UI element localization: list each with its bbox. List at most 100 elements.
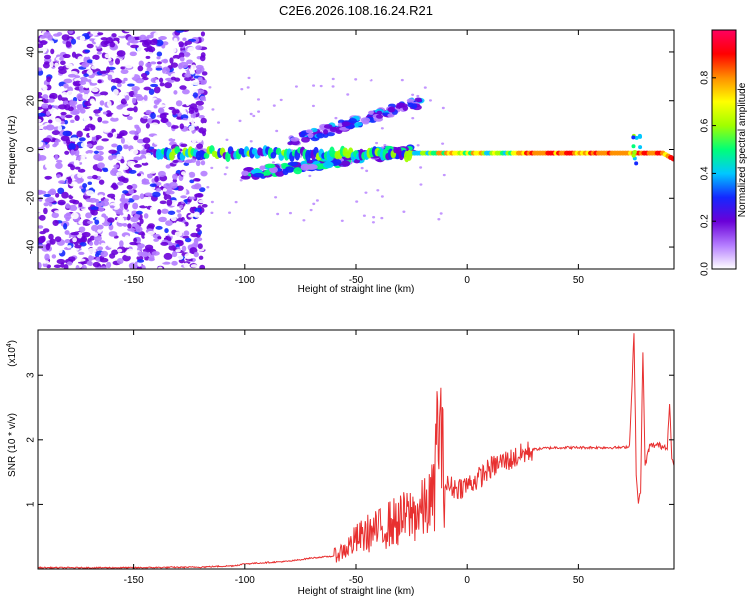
- spectrogram-cell: [189, 69, 196, 75]
- spectrogram-cell: [183, 230, 190, 236]
- spectrogram-cell: [125, 47, 131, 52]
- spectrogram-cell: [100, 266, 107, 269]
- spectrogram-cell: [88, 241, 94, 246]
- spectrogram-cell: [631, 153, 636, 158]
- snr-y-ticks: 1 2 3: [26, 372, 674, 507]
- spectrogram-cell: [109, 175, 116, 180]
- spectrogram-cell: [225, 166, 229, 169]
- spectrogram-cell: [358, 108, 362, 111]
- spectrogram-cell: [99, 141, 106, 146]
- spectrogram-cell: [193, 251, 199, 258]
- spectrogram-cell: [137, 65, 144, 72]
- y-tick-label: 3: [26, 372, 37, 378]
- spectrogram-cell: [115, 58, 121, 65]
- spectrogram-cell: [352, 196, 356, 200]
- spectrogram-cell: [38, 189, 43, 195]
- spectrogram-cell: [240, 175, 251, 180]
- colorbar-label: Normalized spectral amplitude: [737, 82, 748, 217]
- spectrogram-cell: [174, 43, 179, 48]
- spectrogram-cell: [130, 216, 139, 223]
- spectrogram-cell: [172, 222, 178, 229]
- spectrogram-cell: [107, 93, 115, 101]
- spectrogram-cell: [300, 163, 310, 171]
- spectrogram-cell: [243, 216, 247, 219]
- spectrogram-cell: [123, 203, 129, 210]
- spectrogram-cell: [38, 92, 43, 97]
- spectrogram-cell: [149, 183, 157, 188]
- spectrogram-cell: [86, 143, 93, 148]
- spectrogram-cell: [232, 98, 236, 101]
- spectrogram-cell: [367, 78, 371, 81]
- spectrogram-cell: [91, 224, 99, 232]
- spectrogram-cell: [129, 148, 139, 156]
- spectrogram-cell: [162, 58, 169, 64]
- spectrogram-cell: [193, 132, 199, 139]
- spectrogram-cell: [51, 244, 61, 250]
- spectrogram-panel: -150 -100 -50 0 50 -40 -20 0 20 40 Height of str…: [7, 29, 675, 295]
- spectrogram-cell: [131, 97, 137, 104]
- spectrogram-cell: [147, 46, 156, 53]
- spectrogram-cell: [38, 155, 47, 161]
- x-tick-label: 0: [464, 575, 470, 586]
- spectrogram-cell: [187, 202, 191, 205]
- spectrogram-cell: [181, 201, 185, 204]
- spectrogram-cell: [163, 213, 168, 218]
- spectrogram-cell: [70, 149, 75, 156]
- spectrogram-cell: [47, 104, 53, 110]
- spectrogram-cell: [186, 59, 193, 65]
- spectrogram-cell: [153, 260, 161, 265]
- spectrogram-cell: [293, 167, 303, 175]
- spectrogram-cell: [102, 168, 109, 173]
- snr-multiplier-base: (x10: [7, 347, 18, 367]
- spectrogram-cell: [82, 94, 91, 100]
- spectrogram-cell: [194, 260, 203, 264]
- spectrogram-cell: [95, 145, 104, 151]
- spectrogram-cell: [95, 39, 100, 47]
- spectrogram-cell: [68, 142, 76, 150]
- spectrogram-cell: [41, 98, 47, 103]
- spectrogram-cell: [93, 153, 102, 161]
- spectrogram-cell: [161, 208, 169, 214]
- spectrogram-cell: [107, 74, 113, 81]
- spectrogram-cell: [91, 174, 98, 180]
- spectrogram-cell: [312, 84, 316, 87]
- spectrogram-cell: [301, 136, 310, 143]
- spectrogram-cell: [105, 187, 114, 194]
- spectrogram-cell: [208, 86, 212, 89]
- spectrogram-cell: [146, 100, 151, 107]
- spectrogram-cell: [209, 219, 213, 222]
- spectrogram-cell: [54, 154, 59, 161]
- spectrogram-cell: [284, 166, 295, 173]
- spectrogram-cell: [54, 236, 62, 243]
- snr-x-ticks: -150 -100 -50 0 50: [124, 330, 584, 586]
- spectrogram-cell: [199, 54, 206, 62]
- spectrogram-cell: [200, 219, 209, 224]
- spectrogram-cell: [87, 181, 93, 186]
- spectrogram-cell: [157, 170, 166, 177]
- spectrogram-cell: [107, 132, 114, 138]
- spectrogram-cell: [52, 109, 59, 116]
- spectrogram-cell: [170, 216, 177, 222]
- spectrogram-cell: [116, 82, 122, 88]
- spectrogram-cell: [139, 218, 144, 225]
- spectrogram-cell: [326, 209, 330, 212]
- spectrogram-cell: [167, 210, 176, 215]
- colorbar-tick-label: 0.0: [700, 262, 711, 276]
- spectrogram-cell: [116, 216, 125, 224]
- x-tick-label: -150: [124, 575, 144, 586]
- spectrogram-cell: [62, 39, 67, 45]
- spectrogram-cell: [196, 137, 203, 143]
- spectrogram-cell: [38, 67, 43, 72]
- spectrogram-cell: [419, 166, 423, 169]
- spectrogram-cell: [74, 149, 80, 157]
- spectrogram-cell: [86, 43, 94, 49]
- spectrogram-cell: [419, 183, 423, 186]
- spectrogram-cell: [207, 138, 211, 141]
- spectrogram-cell: [184, 73, 192, 78]
- spectrogram-cell: [210, 200, 214, 204]
- spectrogram-cell: [124, 94, 130, 101]
- spectrogram-cell: [188, 110, 195, 114]
- spectrogram-cell: [64, 114, 73, 119]
- spectrogram-cell: [49, 40, 55, 46]
- spectrogram-cell: [55, 162, 63, 169]
